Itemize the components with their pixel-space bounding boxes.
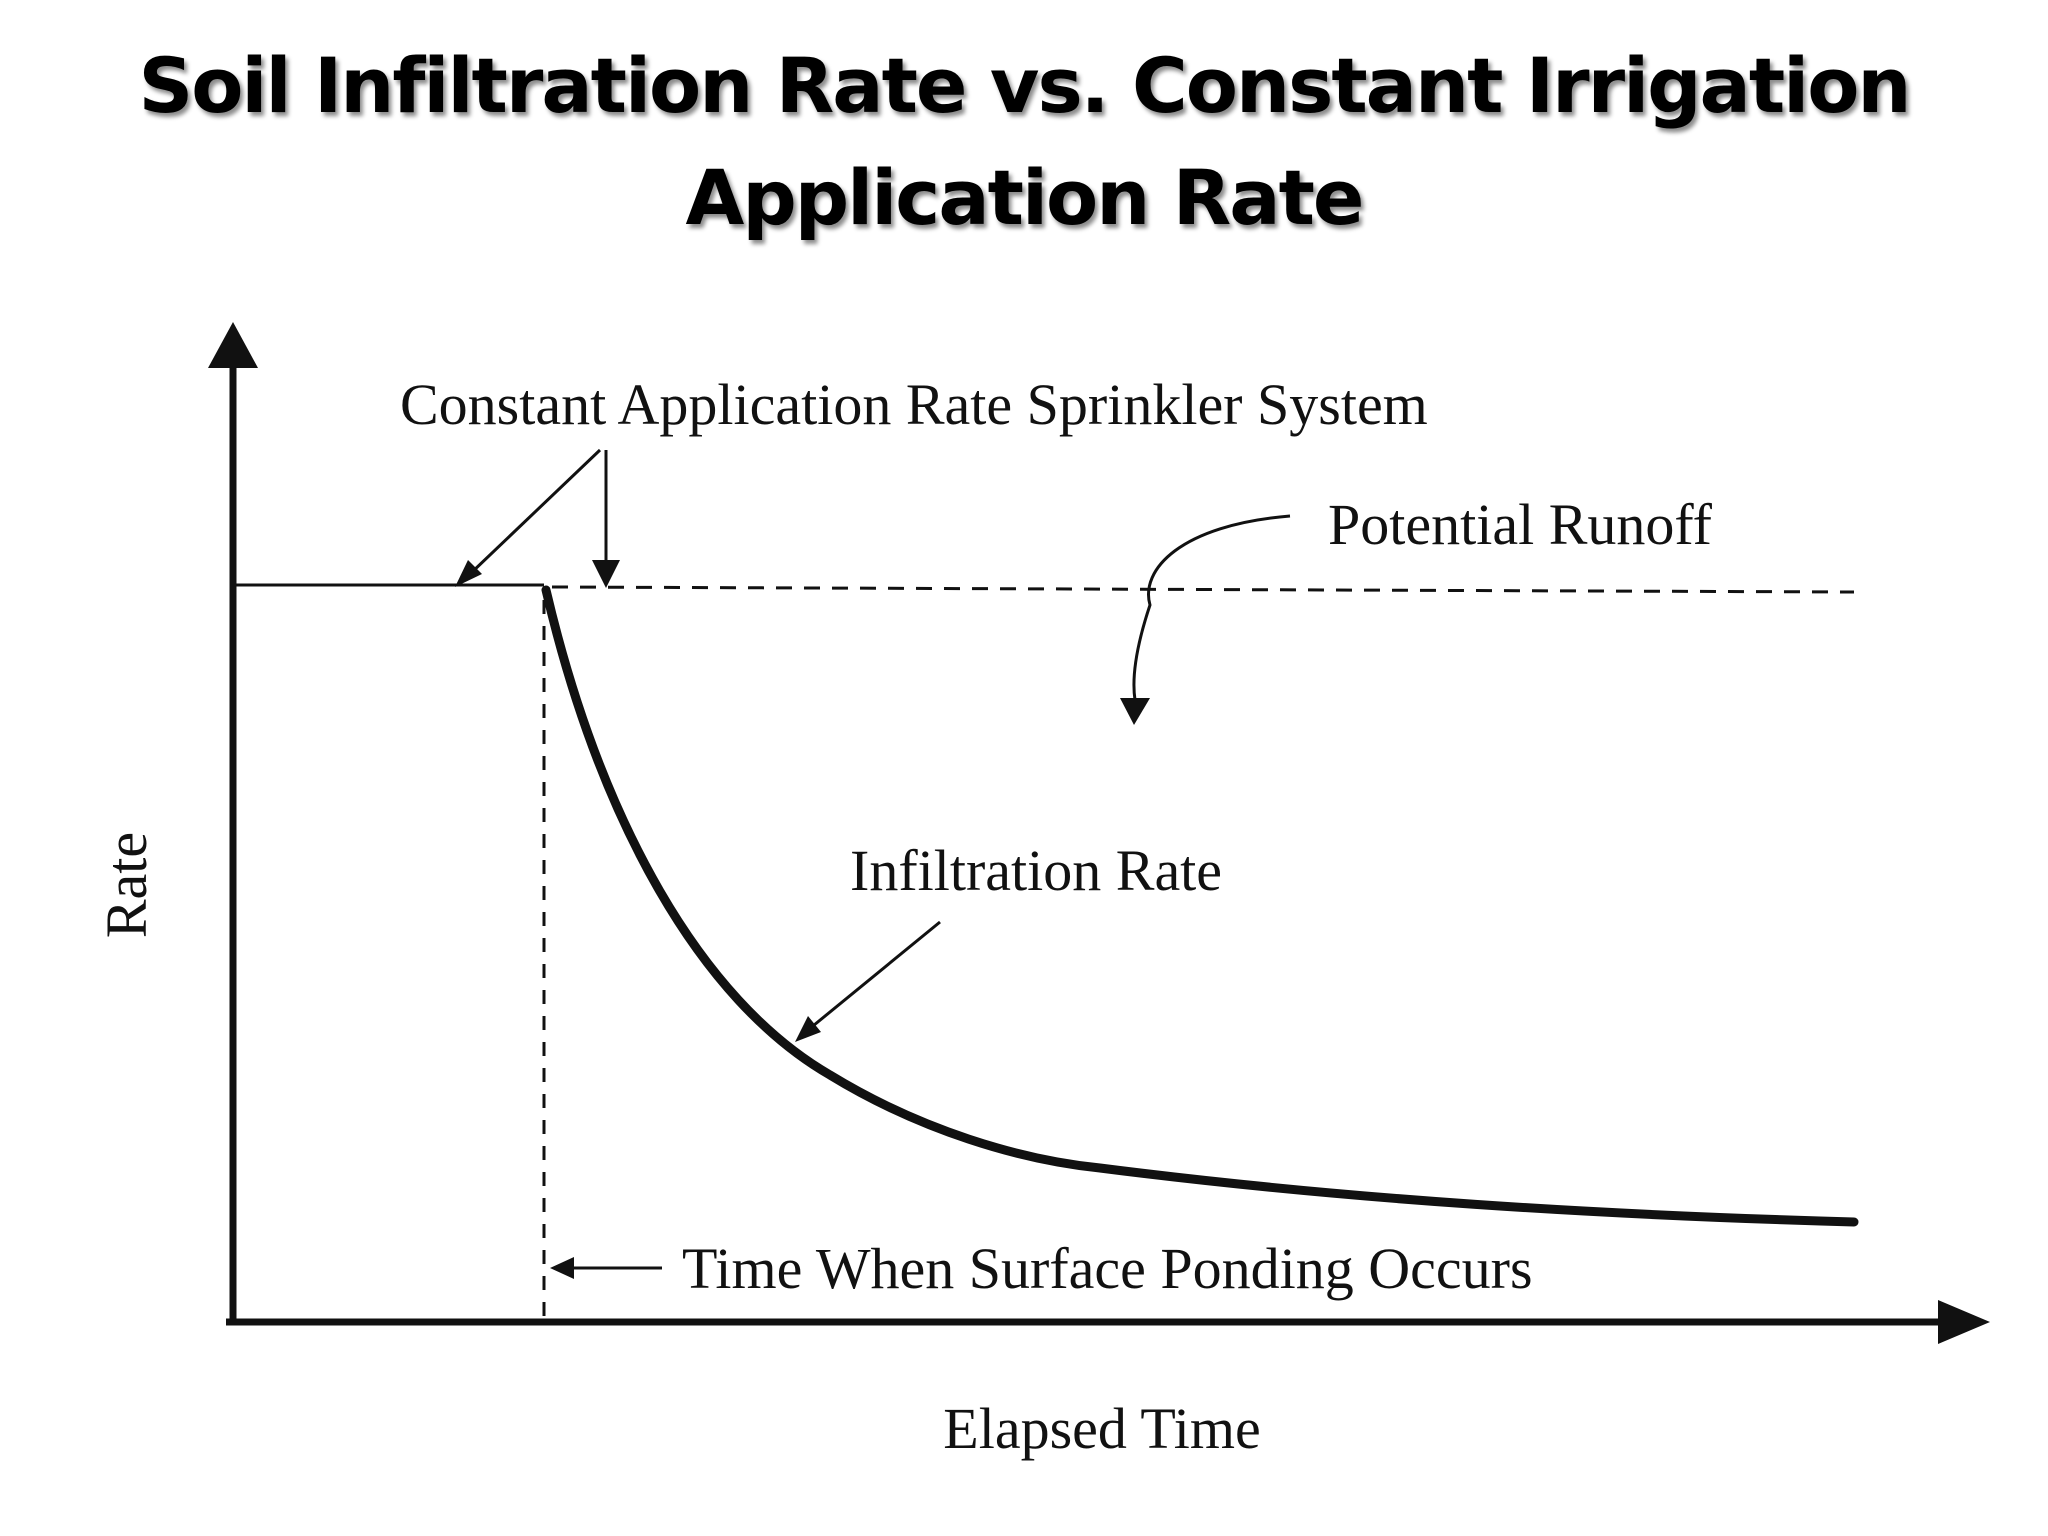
title-line-2: Application Rate <box>685 153 1365 242</box>
infiltration-rate-curve <box>541 585 1859 1227</box>
ponding-arrow-head <box>550 1257 574 1279</box>
y-axis-label: Rate <box>94 832 159 938</box>
title-line-1: Soil Infiltration Rate vs. Constant Irri… <box>138 41 1911 130</box>
x-axis-label: Elapsed Time <box>943 1396 1260 1461</box>
infiltration-arrow-head <box>795 1016 821 1042</box>
infiltration-rate-label: Infiltration Rate <box>850 838 1222 903</box>
slide-title: Soil Infiltration Rate vs. Constant Irri… <box>0 30 2048 254</box>
application-arrow-right-head <box>592 560 620 588</box>
y-axis-arrowhead <box>208 322 258 368</box>
potential-runoff-label: Potential Runoff <box>1328 492 1713 557</box>
runoff-arrow <box>1132 514 1291 701</box>
ponding-time-label: Time When Surface Ponding Occurs <box>682 1236 1533 1301</box>
application-rate-label: Constant Application Rate Sprinkler Syst… <box>400 372 1428 437</box>
runoff-arrow-head <box>1120 698 1150 725</box>
application-rate-dashed-line <box>551 585 1855 594</box>
application-arrow-left-head <box>455 560 482 587</box>
application-arrow-left <box>468 448 602 576</box>
infiltration-arrow <box>807 920 941 1032</box>
x-axis-arrowhead <box>1938 1300 1990 1344</box>
